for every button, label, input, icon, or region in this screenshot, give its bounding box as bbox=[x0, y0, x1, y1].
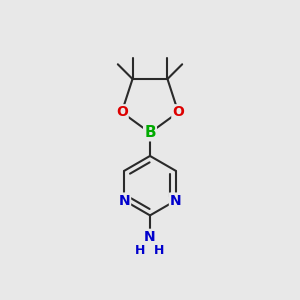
Text: O: O bbox=[172, 105, 184, 119]
Text: O: O bbox=[116, 105, 128, 119]
Text: B: B bbox=[144, 125, 156, 140]
Text: H: H bbox=[135, 244, 146, 257]
Text: N: N bbox=[170, 194, 182, 208]
Text: H: H bbox=[154, 244, 165, 257]
Text: N: N bbox=[118, 194, 130, 208]
Text: N: N bbox=[144, 230, 156, 244]
